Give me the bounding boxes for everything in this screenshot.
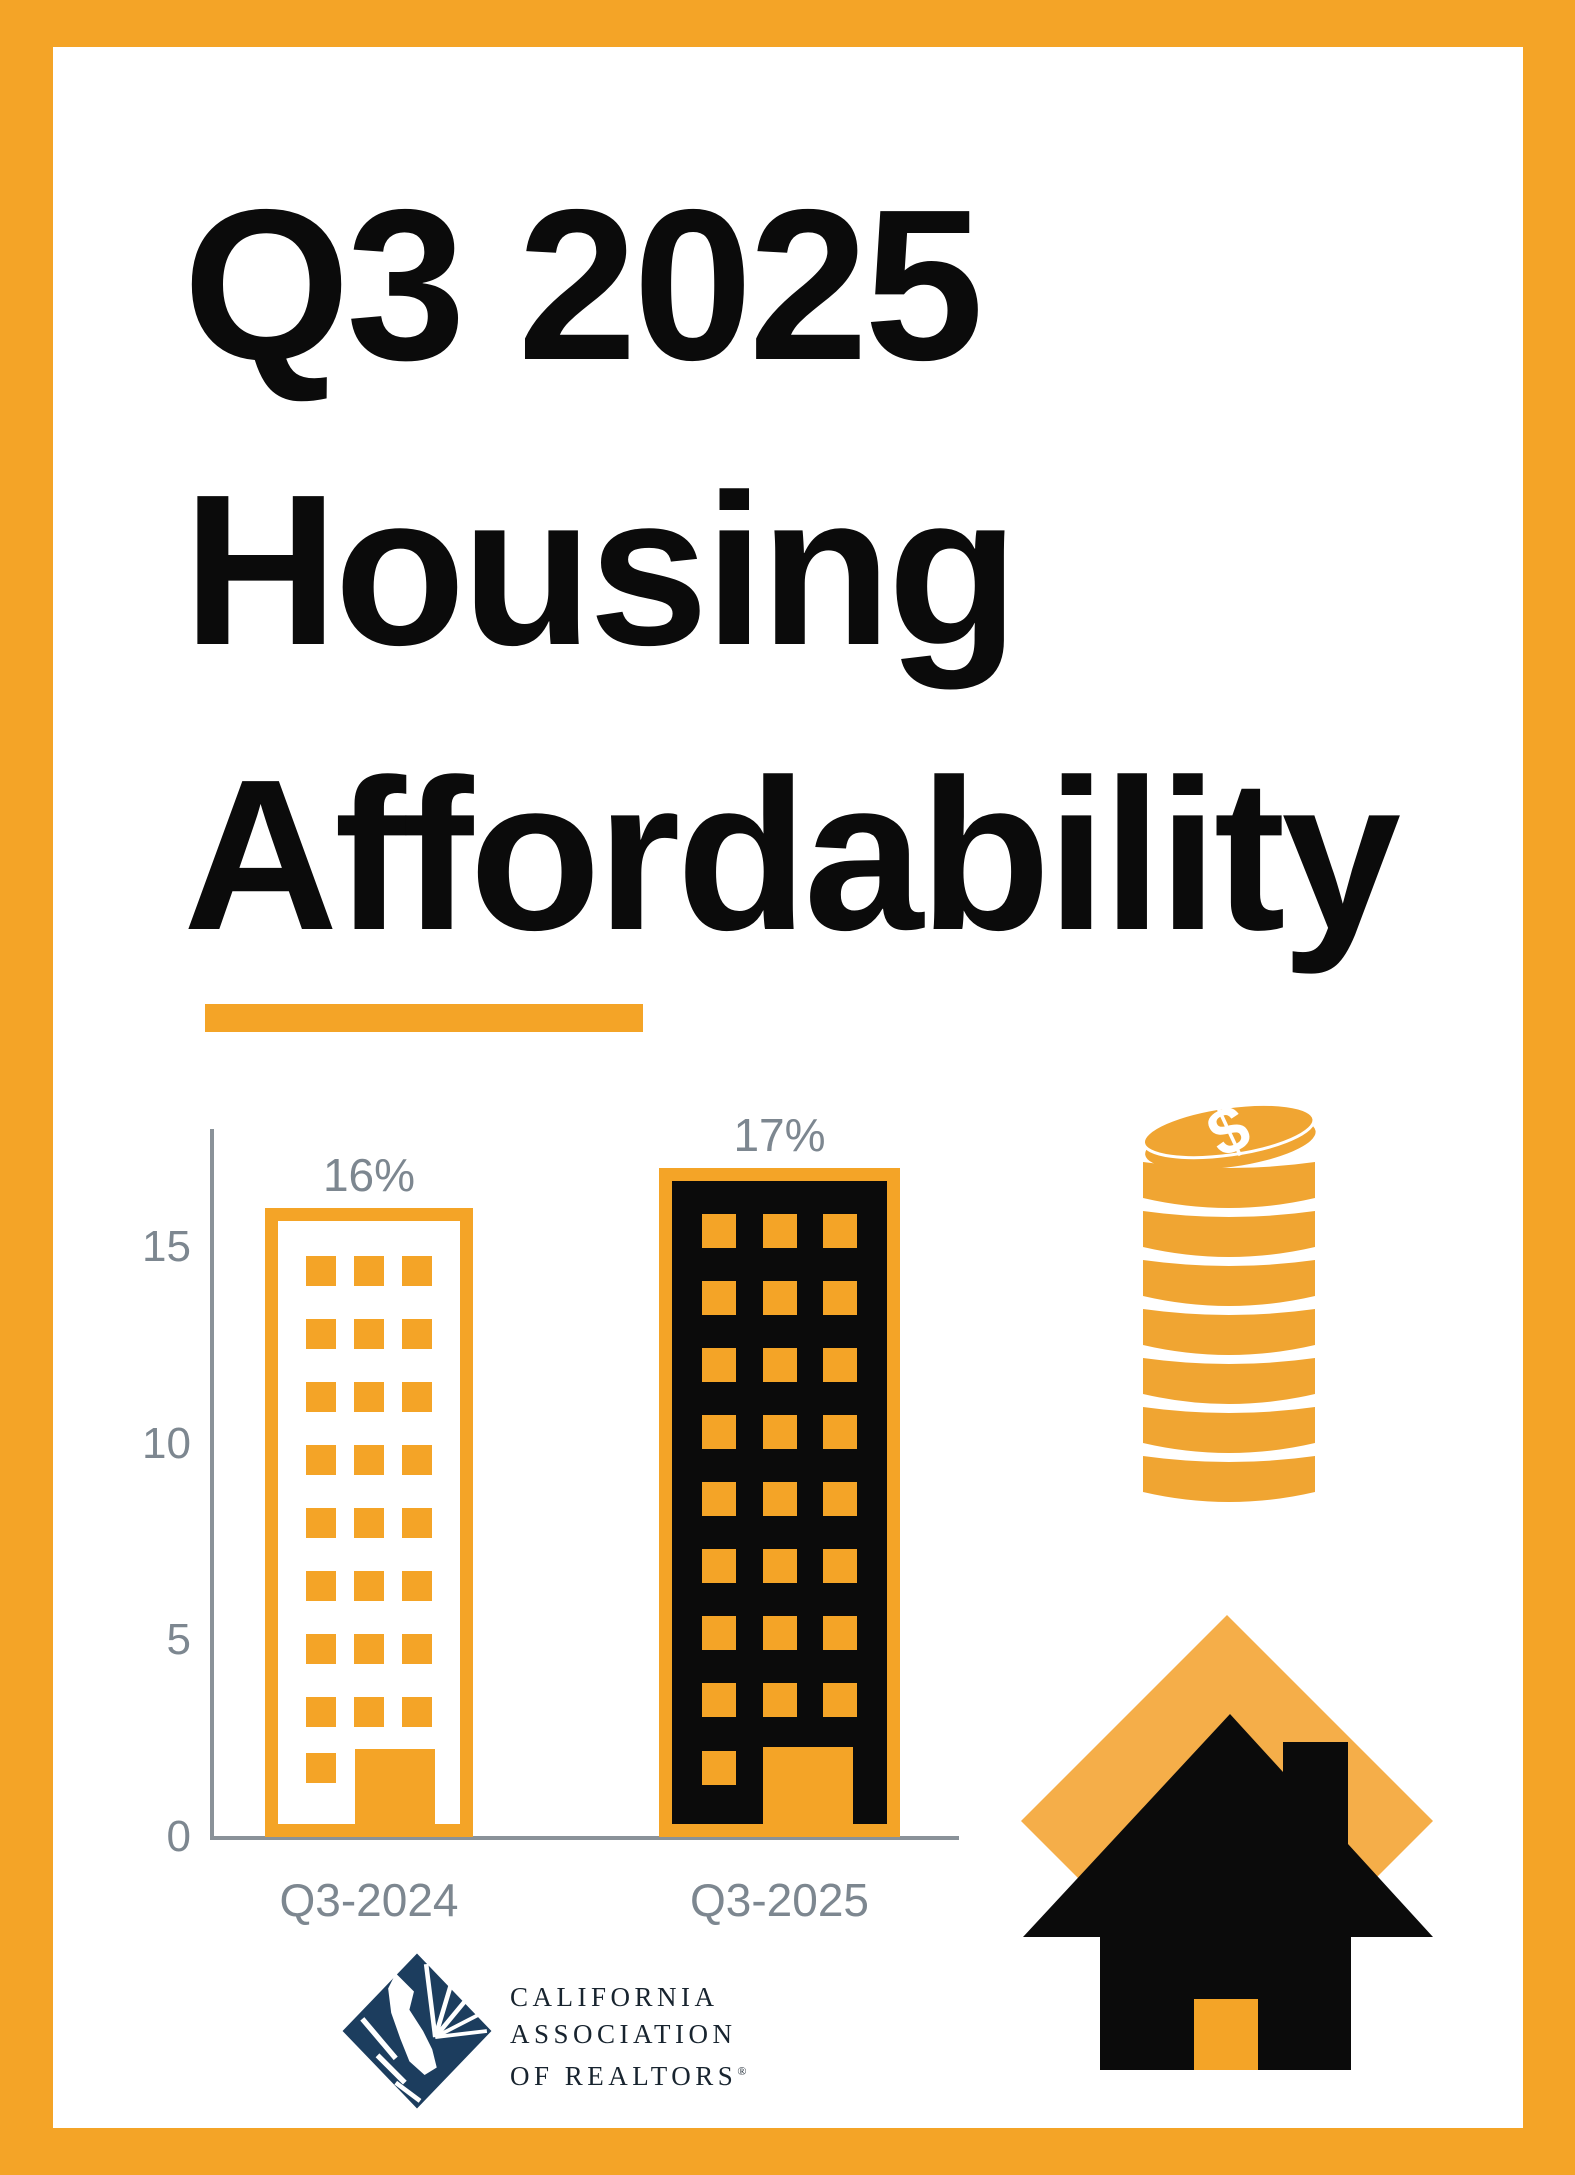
- coin: [1143, 1358, 1315, 1404]
- page-title: Q3 2025 Housing Affordability: [183, 142, 1401, 997]
- coin: [1143, 1162, 1315, 1208]
- house-silhouette: [1023, 1714, 1433, 2070]
- y-axis-tick-label: 10: [142, 1418, 191, 1468]
- building-window: [402, 1508, 432, 1538]
- building-window: [823, 1482, 857, 1516]
- building-window: [702, 1415, 736, 1449]
- building-window: [354, 1382, 384, 1412]
- building-window: [306, 1753, 336, 1783]
- building-window: [306, 1445, 336, 1475]
- y-axis-tick-label: 5: [166, 1615, 191, 1665]
- building-window: [823, 1616, 857, 1650]
- title-line-1: Q3 2025: [183, 164, 984, 405]
- title-line-3: Affordability: [183, 734, 1401, 975]
- building-window: [402, 1571, 432, 1601]
- building-window: [306, 1508, 336, 1538]
- building-window: [402, 1319, 432, 1349]
- building-window: [823, 1214, 857, 1248]
- building-window: [763, 1482, 797, 1516]
- building-window: [306, 1634, 336, 1664]
- building-window: [354, 1256, 384, 1286]
- bar-building-Q3-2025: [659, 1168, 900, 1837]
- building-window: [402, 1256, 432, 1286]
- building-window: [763, 1348, 797, 1382]
- building-window: [306, 1571, 336, 1601]
- building-window: [823, 1549, 857, 1583]
- california-state-shape: [388, 1973, 437, 2076]
- building-window: [763, 1616, 797, 1650]
- car-logo-diamond-icon: [342, 1953, 492, 2109]
- coin: [1143, 1309, 1315, 1355]
- building-window: [354, 1508, 384, 1538]
- building-window: [306, 1697, 336, 1727]
- building-window: [763, 1415, 797, 1449]
- car-logo-text: CALIFORNIA ASSOCIATION OF REALTORS®: [510, 1952, 746, 2095]
- building-window: [763, 1549, 797, 1583]
- building-window: [702, 1482, 736, 1516]
- building-window: [823, 1415, 857, 1449]
- building-window: [763, 1281, 797, 1315]
- building-window: [702, 1214, 736, 1248]
- building-window: [702, 1549, 736, 1583]
- bar-building-Q3-2024: [265, 1208, 473, 1837]
- building-window: [702, 1616, 736, 1650]
- y-axis-line: [210, 1129, 214, 1840]
- building-window: [763, 1683, 797, 1717]
- coin: [1143, 1456, 1315, 1502]
- building-window: [763, 1214, 797, 1248]
- building-window: [823, 1683, 857, 1717]
- bar-value-label: 17%: [733, 1109, 826, 1161]
- x-axis-category-label: Q3-2025: [689, 1874, 869, 1926]
- building-window: [823, 1348, 857, 1382]
- building-door: [355, 1749, 435, 1824]
- building-window: [306, 1382, 336, 1412]
- building-window: [354, 1319, 384, 1349]
- coin: [1143, 1260, 1315, 1306]
- building-window: [306, 1319, 336, 1349]
- building-window: [702, 1683, 736, 1717]
- building-door: [763, 1747, 853, 1824]
- logo-line-1: CALIFORNIA: [510, 1982, 719, 2012]
- building-window: [402, 1634, 432, 1664]
- building-window: [354, 1571, 384, 1601]
- top-coin: $: [1141, 1089, 1316, 1171]
- house-door: [1194, 1999, 1258, 2070]
- bar-value-label: 16%: [322, 1149, 416, 1201]
- building-window: [402, 1697, 432, 1727]
- coin-stack-icon: $: [1141, 1089, 1316, 1502]
- x-axis-line: [210, 1836, 959, 1840]
- building-window: [702, 1281, 736, 1315]
- coin: [1143, 1211, 1315, 1257]
- building-window: [354, 1697, 384, 1727]
- logo-line-2: ASSOCIATION: [510, 2019, 737, 2049]
- building-window: [354, 1634, 384, 1664]
- building-interior: [672, 1181, 887, 1824]
- y-axis-tick-label: 15: [142, 1222, 191, 1271]
- logo-line-3: OF REALTORS®: [510, 2061, 747, 2091]
- building-window: [702, 1751, 736, 1785]
- building-window: [402, 1382, 432, 1412]
- title-line-2: Housing: [183, 449, 1019, 690]
- content-area: Q3 2025 Housing Affordability 0 5 10 15 16% Q…: [53, 47, 1523, 2128]
- building-window: [823, 1281, 857, 1315]
- car-logo: CALIFORNIA ASSOCIATION OF REALTORS®: [341, 1952, 746, 2110]
- building-interior: [278, 1221, 460, 1824]
- house-icon: [1021, 1615, 1433, 2070]
- building-window: [402, 1445, 432, 1475]
- building-window: [702, 1348, 736, 1382]
- building-window: [306, 1256, 336, 1286]
- y-axis-tick-label: 0: [166, 1812, 191, 1861]
- x-axis-category-label: Q3-2024: [279, 1874, 459, 1926]
- building-window: [354, 1445, 384, 1475]
- title-underline-bar: [205, 1004, 643, 1032]
- registered-mark: ®: [737, 2064, 747, 2078]
- coin: [1143, 1407, 1315, 1453]
